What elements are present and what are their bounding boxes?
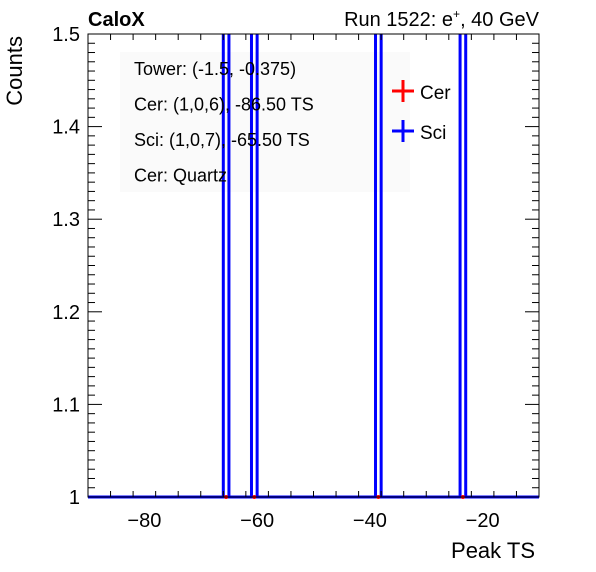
x-tick-label: −80 — [127, 510, 161, 532]
legend-entry-sci: Sci — [392, 120, 446, 144]
y-tick-label: 1.1 — [52, 394, 80, 416]
legend-cer-label: Cer — [420, 83, 451, 104]
x-tick-label: −40 — [353, 510, 387, 532]
y-axis-label: Counts — [2, 36, 27, 106]
info-line: Cer: Quartz — [134, 166, 227, 186]
info-line: Tower: (-1.5, -0.375) — [134, 59, 296, 79]
y-tick-label: 1.3 — [52, 209, 80, 231]
y-tick-label: 1 — [69, 487, 80, 509]
run-label-superscript: + — [453, 7, 460, 21]
tick-layer: −80 −60 −40 −20 1 1.1 1.2 1.3 1.4 1.5 — [52, 24, 540, 532]
y-tick-label: 1.5 — [52, 24, 80, 46]
info-text-layer: Tower: (-1.5, -0.375) Cer: (1,0,6), -86.5… — [134, 59, 314, 186]
legend-sci-label: Sci — [420, 123, 446, 144]
calox-label: CaloX — [88, 9, 145, 31]
info-line: Sci: (1,0,7), -65.50 TS — [134, 130, 310, 150]
x-axis-label: Peak TS — [451, 538, 535, 563]
y-tick-label: 1.2 — [52, 302, 80, 324]
info-box — [120, 52, 410, 192]
legend-entry-cer: Cer — [392, 80, 451, 104]
info-line: Cer: (1,0,6), -86.50 TS — [134, 95, 314, 115]
legend: Cer Sci — [392, 80, 451, 144]
x-tick-label: −60 — [240, 510, 274, 532]
x-tick-label: −20 — [466, 510, 500, 532]
run-label: Run 1522: e+, 40 GeV — [344, 7, 540, 31]
y-tick-label: 1.4 — [52, 117, 80, 139]
